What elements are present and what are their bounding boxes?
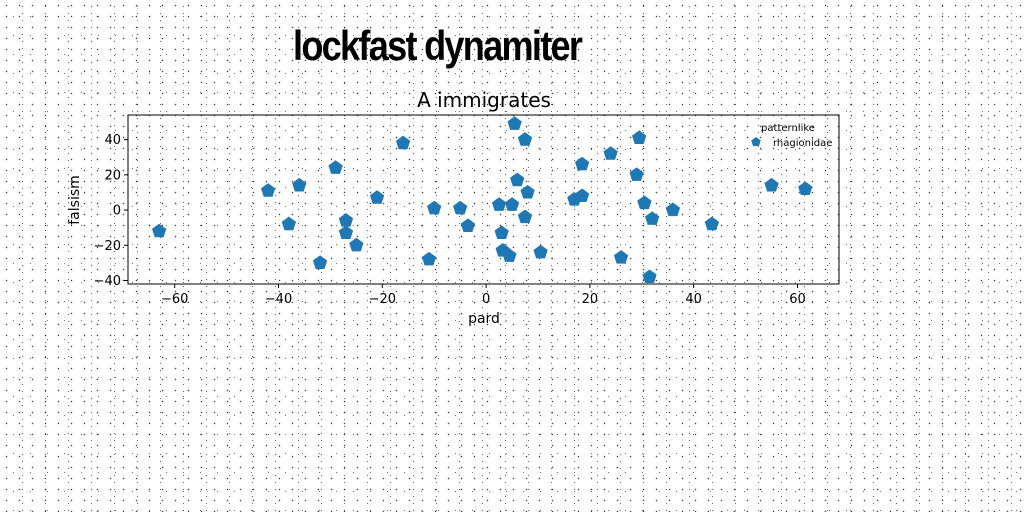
data-point: [613, 250, 629, 264]
data-point: [533, 244, 548, 259]
data-point: [798, 181, 813, 196]
data-point: [427, 200, 442, 215]
data-point: [260, 183, 276, 197]
data-point: [629, 167, 644, 181]
data-point: [517, 132, 533, 146]
x-tick-label: 0: [482, 292, 490, 307]
legend-entry-rhagionidae: rhagionidae: [773, 138, 832, 149]
data-point: [281, 216, 297, 231]
data-point: [665, 202, 681, 217]
y-tick-label: 40: [104, 133, 121, 148]
x-tick-label: 40: [685, 292, 702, 307]
data-point: [632, 130, 647, 144]
x-tick-label: −20: [369, 292, 396, 307]
legend-marker-rhagionidae: [751, 137, 761, 147]
data-point: [421, 251, 437, 266]
legend-marker-shape: [751, 137, 761, 147]
x-tick-label: −60: [161, 292, 188, 307]
y-tick-label: −40: [94, 274, 121, 289]
y-tick-label: 0: [113, 204, 121, 219]
x-tick-label: 20: [582, 292, 599, 307]
data-point: [338, 213, 354, 227]
data-point: [574, 156, 590, 171]
x-tick-label: −40: [265, 292, 292, 307]
data-point: [510, 172, 525, 187]
data-point: [603, 146, 618, 160]
chart-title: A immigrates: [417, 88, 551, 112]
legend: patternlike rhagionidae: [751, 123, 832, 149]
y-tick-label: 20: [104, 168, 121, 183]
x-axis-label: pard: [468, 311, 500, 327]
data-point: [460, 218, 476, 232]
data-point: [504, 197, 520, 211]
data-points: [152, 116, 813, 284]
data-point: [507, 116, 522, 130]
data-point: [152, 223, 167, 238]
x-tick-label: 60: [789, 292, 806, 307]
data-point: [502, 248, 517, 262]
data-point: [764, 177, 779, 192]
data-point: [517, 209, 533, 224]
data-point: [491, 197, 507, 211]
data-point: [328, 160, 343, 174]
data-point: [645, 211, 660, 225]
plot-area-frame: [127, 114, 840, 285]
data-point: [574, 188, 590, 203]
data-point: [369, 190, 385, 204]
data-point: [520, 184, 535, 199]
y-axis: −40 −20 0 20 40: [94, 133, 128, 289]
x-axis: −60 −40 −20 0 20 40 60: [161, 284, 806, 307]
data-point: [349, 237, 364, 252]
data-point: [312, 255, 328, 269]
data-point: [338, 225, 354, 240]
legend-title: patternlike: [761, 123, 815, 134]
data-point: [395, 135, 411, 150]
page-title: lockfast dynamiter: [293, 22, 583, 69]
data-point: [637, 195, 652, 210]
data-point: [292, 177, 307, 192]
y-tick-label: −20: [94, 239, 121, 254]
y-axis-label: falsism: [67, 175, 83, 225]
data-point: [704, 216, 719, 231]
data-point: [453, 200, 468, 215]
data-point: [642, 269, 657, 284]
data-point: [494, 225, 509, 240]
